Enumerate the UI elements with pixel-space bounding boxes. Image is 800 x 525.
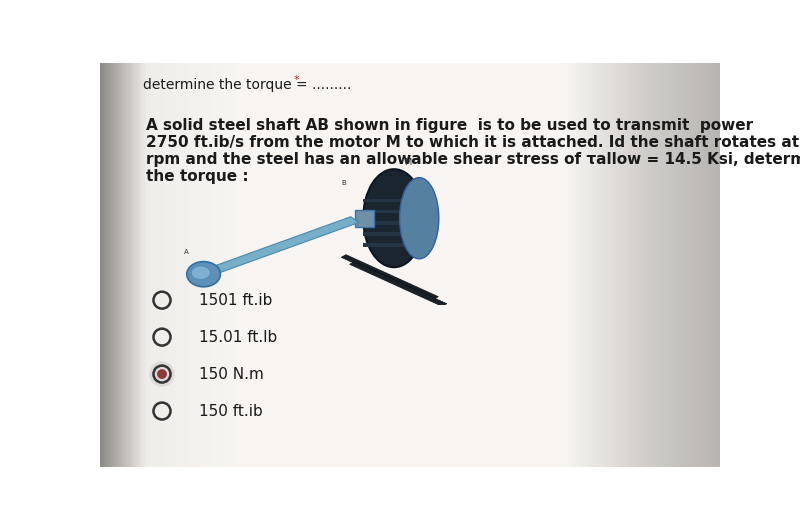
Bar [363,232,425,236]
Text: M: M [404,158,412,167]
FancyArrow shape [199,217,359,277]
Text: 15.01 ft.lb: 15.01 ft.lb [199,330,278,344]
Text: *: * [294,75,299,85]
Circle shape [150,361,174,387]
Ellipse shape [191,266,210,280]
Text: 2750 ft.ib/s from the motor M to which it is attached. Id the shaft rotates at N: 2750 ft.ib/s from the motor M to which i… [146,135,800,150]
Text: the torque :: the torque : [146,169,249,184]
Ellipse shape [363,169,425,267]
Text: A: A [185,249,189,255]
Text: 150 N.m: 150 N.m [199,366,264,382]
FancyArrow shape [342,255,438,299]
Text: determine the torque = .........: determine the torque = ......... [142,78,355,91]
Ellipse shape [186,261,221,287]
Text: rpm and the steel has an allowable shear stress of τallow = 14.5 Ksi, determine: rpm and the steel has an allowable shear… [146,152,800,167]
Bar [363,210,425,213]
Text: 150 ft.ib: 150 ft.ib [199,404,263,418]
Bar [363,221,425,225]
Bar [363,198,425,202]
Bar [363,244,425,247]
FancyArrow shape [350,261,446,306]
Circle shape [157,369,167,379]
Text: 1501 ft.ib: 1501 ft.ib [199,292,273,308]
Bar [355,210,374,227]
Text: A solid steel shaft AB shown in figure  is to be used to transmit  power: A solid steel shaft AB shown in figure i… [146,119,754,133]
Ellipse shape [399,177,439,259]
Text: B: B [342,180,346,186]
